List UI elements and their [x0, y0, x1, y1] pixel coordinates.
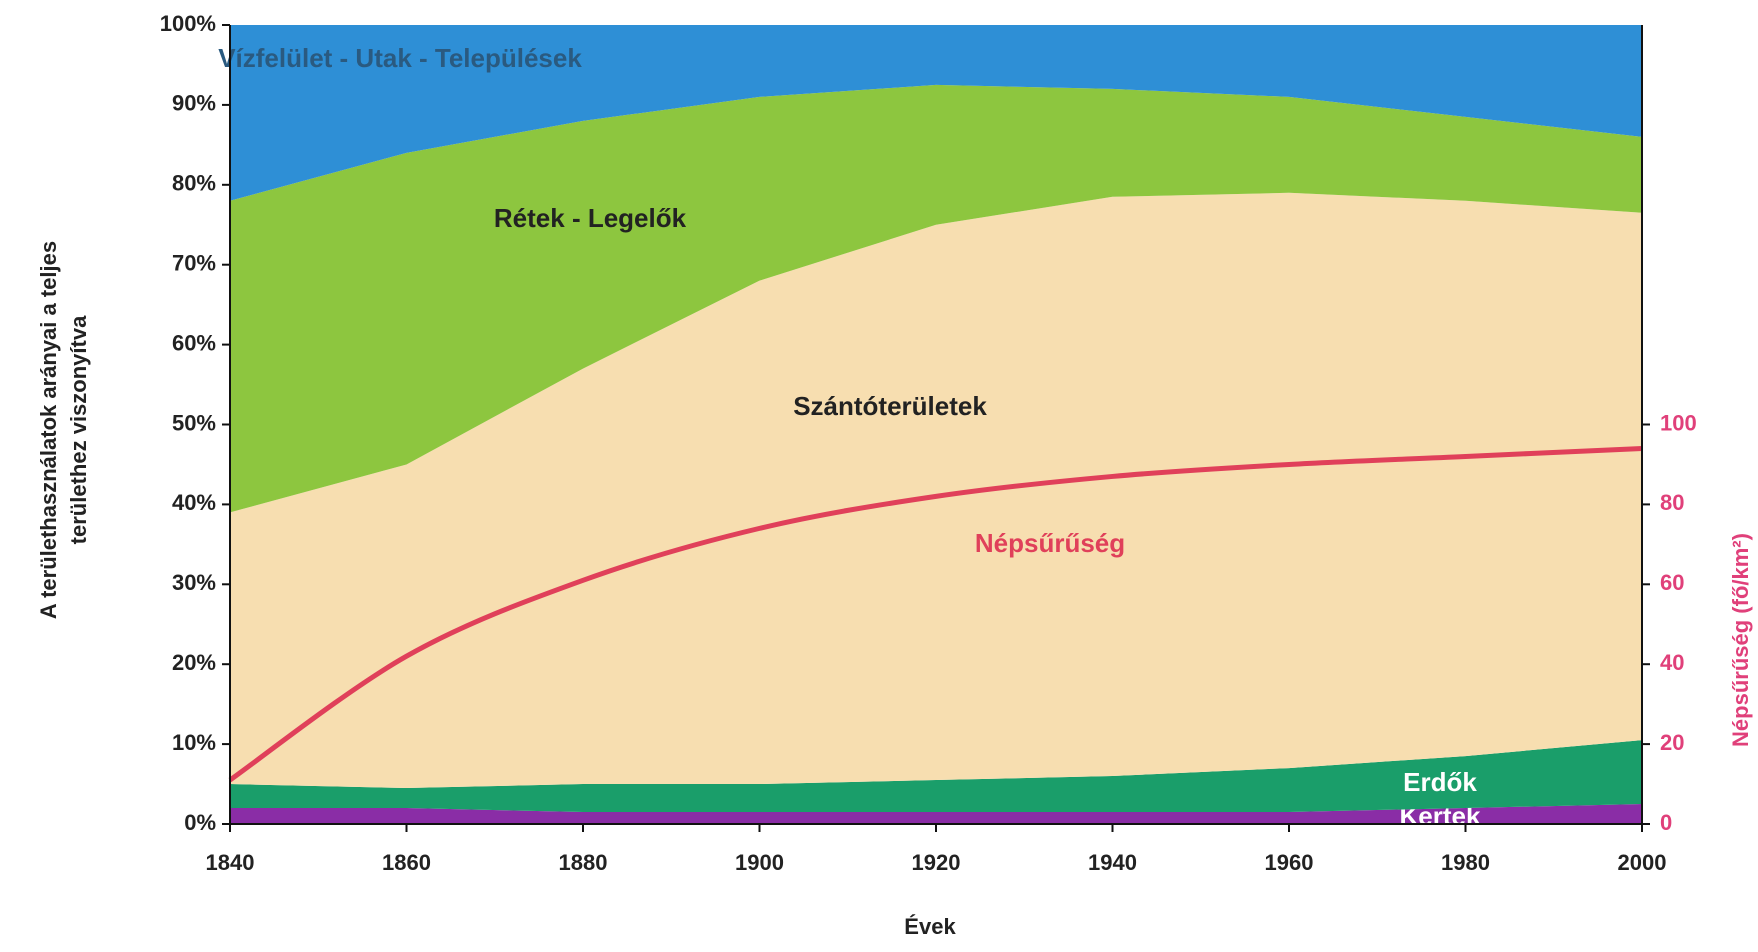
x-tick-label: 1880 — [559, 850, 608, 875]
y-tick-label: 40% — [172, 490, 216, 515]
x-tick-label: 1840 — [206, 850, 255, 875]
area — [230, 804, 1642, 824]
line — [228, 445, 1643, 783]
y2-tick-label: 80 — [1660, 490, 1684, 515]
y-tick-label: 90% — [172, 91, 216, 116]
x-tick-label: 1980 — [1441, 850, 1490, 875]
y-axis-label: A területhasználatok arányai a teljes te… — [36, 241, 91, 619]
y2-tick-label: 60 — [1660, 570, 1684, 595]
y-tick-label: 0% — [184, 810, 216, 835]
area-label: Erdők — [1403, 767, 1477, 797]
y-tick-label: 50% — [172, 410, 216, 435]
y2-tick-label: 100 — [1660, 410, 1697, 435]
area-label: Szántóterületek — [793, 391, 987, 421]
x-tick-label: 1920 — [912, 850, 961, 875]
x-tick-label: 1900 — [735, 850, 784, 875]
y2-tick-label: 0 — [1660, 810, 1672, 835]
area-label: Rétek - Legelők — [494, 203, 687, 233]
y2-tick-label: 40 — [1660, 650, 1684, 675]
x-tick-label: 2000 — [1618, 850, 1667, 875]
y-tick-label: 20% — [172, 650, 216, 675]
y-tick-label: 30% — [172, 570, 216, 595]
x-tick-label: 1940 — [1088, 850, 1137, 875]
y-tick-label: 100% — [160, 11, 216, 36]
y-axis-label-line: területhez viszonyítva — [66, 315, 91, 544]
x-tick-label: 1960 — [1265, 850, 1314, 875]
area-label: Vízfelület - Utak - Települések — [218, 43, 582, 73]
area — [230, 25, 1642, 201]
area — [230, 84, 1642, 513]
y-tick-label: 70% — [172, 251, 216, 276]
area — [230, 740, 1642, 813]
y-axis-label-line: A területhasználatok arányai a teljes — [36, 241, 61, 619]
line-label: Népsűrűség — [975, 528, 1125, 558]
y-tick-label: 60% — [172, 330, 216, 355]
y-tick-label: 80% — [172, 171, 216, 196]
area — [230, 192, 1642, 789]
x-axis-label: Évek — [904, 914, 956, 939]
y-tick-label: 10% — [172, 730, 216, 755]
y2-axis-label: Népsűrűség (fő/km²) — [1728, 533, 1753, 747]
y2-tick-label: 20 — [1660, 730, 1684, 755]
x-tick-label: 1860 — [382, 850, 431, 875]
